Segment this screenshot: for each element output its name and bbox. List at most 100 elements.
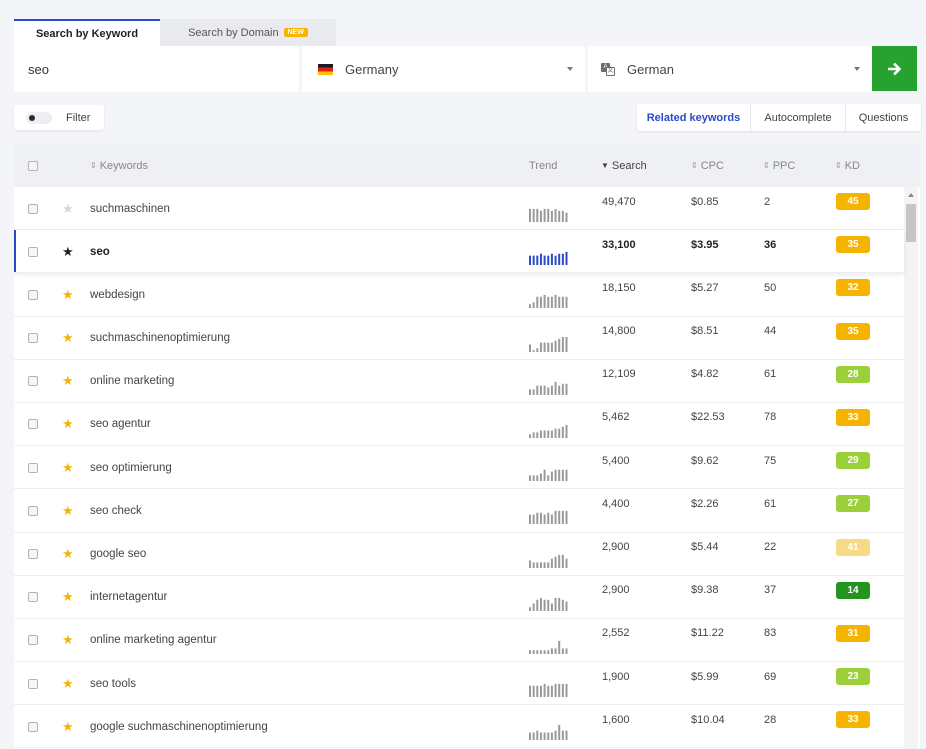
- tab-related-keywords[interactable]: Related keywords: [637, 104, 750, 131]
- search-submit-button[interactable]: [872, 46, 917, 91]
- star-icon[interactable]: ★: [62, 459, 74, 475]
- row-checkbox[interactable]: [28, 376, 38, 387]
- tab-search-by-keyword[interactable]: Search by Keyword: [14, 19, 160, 46]
- row-checkbox[interactable]: [28, 505, 38, 516]
- toggle-switch[interactable]: [26, 111, 52, 124]
- column-ppc[interactable]: ⇕ PPC: [763, 144, 795, 187]
- row-checkbox[interactable]: [28, 721, 38, 732]
- row-checkbox-cell[interactable]: [28, 705, 38, 748]
- table-row[interactable]: ★ suchmaschinenoptimierung 14,800 $8.51 44 35: [14, 316, 904, 360]
- keyword-cell[interactable]: seo optimierung: [90, 461, 172, 474]
- star-icon[interactable]: ★: [62, 286, 74, 302]
- table-row[interactable]: ★ seo optimierung 5,400 $9.62 75 29: [14, 446, 904, 490]
- row-checkbox-cell[interactable]: [28, 403, 38, 446]
- star-icon[interactable]: ★: [62, 502, 74, 518]
- row-checkbox[interactable]: [28, 635, 38, 646]
- table-row[interactable]: ★ webdesign 18,150 $5.27 50 32: [14, 273, 904, 317]
- row-checkbox-cell[interactable]: [28, 273, 38, 316]
- star-icon[interactable]: ★: [62, 632, 74, 648]
- column-keywords[interactable]: ⇕ Keywords: [90, 144, 148, 187]
- table-header: ⇕ Keywords Trend ▼ Search ⇕ CPC ⇕ PPC ⇕ …: [14, 144, 920, 187]
- trend-bar: [529, 434, 531, 438]
- row-checkbox[interactable]: [28, 419, 38, 430]
- ppc-cell: 61: [764, 497, 777, 510]
- select-all-checkbox[interactable]: [28, 160, 38, 171]
- scrollbar-thumb[interactable]: [906, 204, 916, 242]
- trend-bar: [565, 730, 568, 741]
- scroll-up-arrow-icon[interactable]: [908, 193, 914, 197]
- table-row[interactable]: ★ online marketing 12,109 $4.82 61 28: [14, 359, 904, 403]
- table-scrollbar[interactable]: [904, 187, 918, 749]
- star-icon[interactable]: ★: [62, 546, 74, 561]
- row-checkbox[interactable]: [28, 549, 38, 559]
- column-kd[interactable]: ⇕ KD: [835, 144, 860, 187]
- star-icon[interactable]: ★: [62, 416, 74, 432]
- row-checkbox[interactable]: [28, 246, 38, 257]
- trend-bar: [558, 210, 561, 222]
- keyword-input[interactable]: [14, 46, 299, 92]
- keyword-cell[interactable]: suchmaschinen: [90, 202, 170, 215]
- trend-bar: [532, 514, 535, 525]
- row-checkbox-cell[interactable]: [28, 533, 38, 576]
- row-checkbox[interactable]: [28, 289, 38, 300]
- column-cpc[interactable]: ⇕ CPC: [691, 144, 724, 187]
- row-checkbox[interactable]: [28, 678, 38, 689]
- table-row[interactable]: ★ google suchmaschinenoptimierung 1,600 $10…: [14, 705, 904, 749]
- row-checkbox-cell[interactable]: [28, 230, 38, 273]
- keyword-cell[interactable]: google seo: [90, 548, 147, 560]
- tab-questions[interactable]: Questions: [845, 104, 921, 131]
- keyword-cell[interactable]: seo: [90, 245, 110, 258]
- keyword-cell[interactable]: google suchmaschinenoptimierung: [90, 720, 268, 733]
- row-checkbox[interactable]: [28, 592, 38, 603]
- country-select[interactable]: Germany: [302, 46, 585, 92]
- row-checkbox[interactable]: [28, 462, 38, 473]
- cpc-cell: $2.26: [691, 497, 719, 510]
- row-checkbox[interactable]: [28, 203, 38, 214]
- select-all-checkbox-cell[interactable]: [28, 144, 38, 187]
- star-icon[interactable]: ★: [62, 243, 74, 259]
- trend-bar: [539, 513, 542, 525]
- star-icon[interactable]: ★: [62, 200, 74, 216]
- tab-search-by-domain[interactable]: Search by Domain NEW: [160, 19, 336, 46]
- table-row[interactable]: ★ seo agentur 5,462 $22.53 78 33: [14, 402, 904, 447]
- star-icon[interactable]: ★: [62, 718, 74, 734]
- language-select[interactable]: A文 German: [588, 46, 872, 92]
- table-row[interactable]: ★ suchmaschinen 49,470 $0.85 2 45: [14, 187, 904, 231]
- star-icon[interactable]: ★: [62, 330, 74, 346]
- trend-bar: [550, 430, 553, 438]
- row-checkbox-cell[interactable]: [28, 489, 38, 532]
- keyword-cell[interactable]: seo check: [90, 504, 142, 517]
- column-search[interactable]: ▼ Search: [601, 144, 647, 187]
- row-checkbox-cell[interactable]: [28, 446, 38, 489]
- row-checkbox-cell[interactable]: [28, 662, 38, 705]
- trend-cell: [529, 336, 569, 352]
- trend-bar: [565, 297, 568, 309]
- trend-cell: [529, 465, 569, 482]
- star-icon[interactable]: ★: [62, 373, 74, 389]
- keyword-cell[interactable]: seo agentur: [90, 418, 151, 431]
- table-row[interactable]: ★ online marketing agentur 2,552 $11.22 83 31: [14, 618, 904, 663]
- table-row[interactable]: ★ google seo 2,900 $5.44 22 41: [14, 532, 904, 576]
- star-icon[interactable]: ★: [62, 675, 74, 691]
- keyword-cell[interactable]: seo tools: [90, 677, 137, 690]
- table-row[interactable]: ★ internetagentur 2,900 $9.38 37 14: [14, 575, 904, 619]
- table-row[interactable]: ★ seo tools 1,900 $5.99 69 23: [14, 662, 904, 706]
- row-checkbox-cell[interactable]: [28, 317, 38, 360]
- keyword-cell[interactable]: internetagentur: [90, 591, 168, 604]
- row-checkbox-cell[interactable]: [28, 619, 38, 662]
- row-checkbox-cell[interactable]: [28, 360, 38, 403]
- keyword-cell[interactable]: online marketing agentur: [90, 634, 217, 647]
- row-checkbox-cell[interactable]: [28, 187, 38, 230]
- keyword-cell[interactable]: webdesign: [90, 288, 145, 301]
- tab-autocomplete[interactable]: Autocomplete: [750, 104, 845, 131]
- filter-toggle[interactable]: Filter: [14, 105, 104, 130]
- kd-cell: 31: [836, 612, 870, 655]
- filter-label: Filter: [66, 111, 91, 124]
- keyword-cell[interactable]: suchmaschinenoptimierung: [90, 332, 230, 345]
- table-row[interactable]: ★ seo 33,100 $3.95 36 35: [14, 230, 904, 274]
- table-row[interactable]: ★ seo check 4,400 $2.26 61 27: [14, 489, 904, 533]
- star-icon[interactable]: ★: [62, 589, 74, 605]
- keyword-cell[interactable]: online marketing: [90, 375, 175, 388]
- row-checkbox[interactable]: [28, 333, 38, 344]
- row-checkbox-cell[interactable]: [28, 576, 38, 619]
